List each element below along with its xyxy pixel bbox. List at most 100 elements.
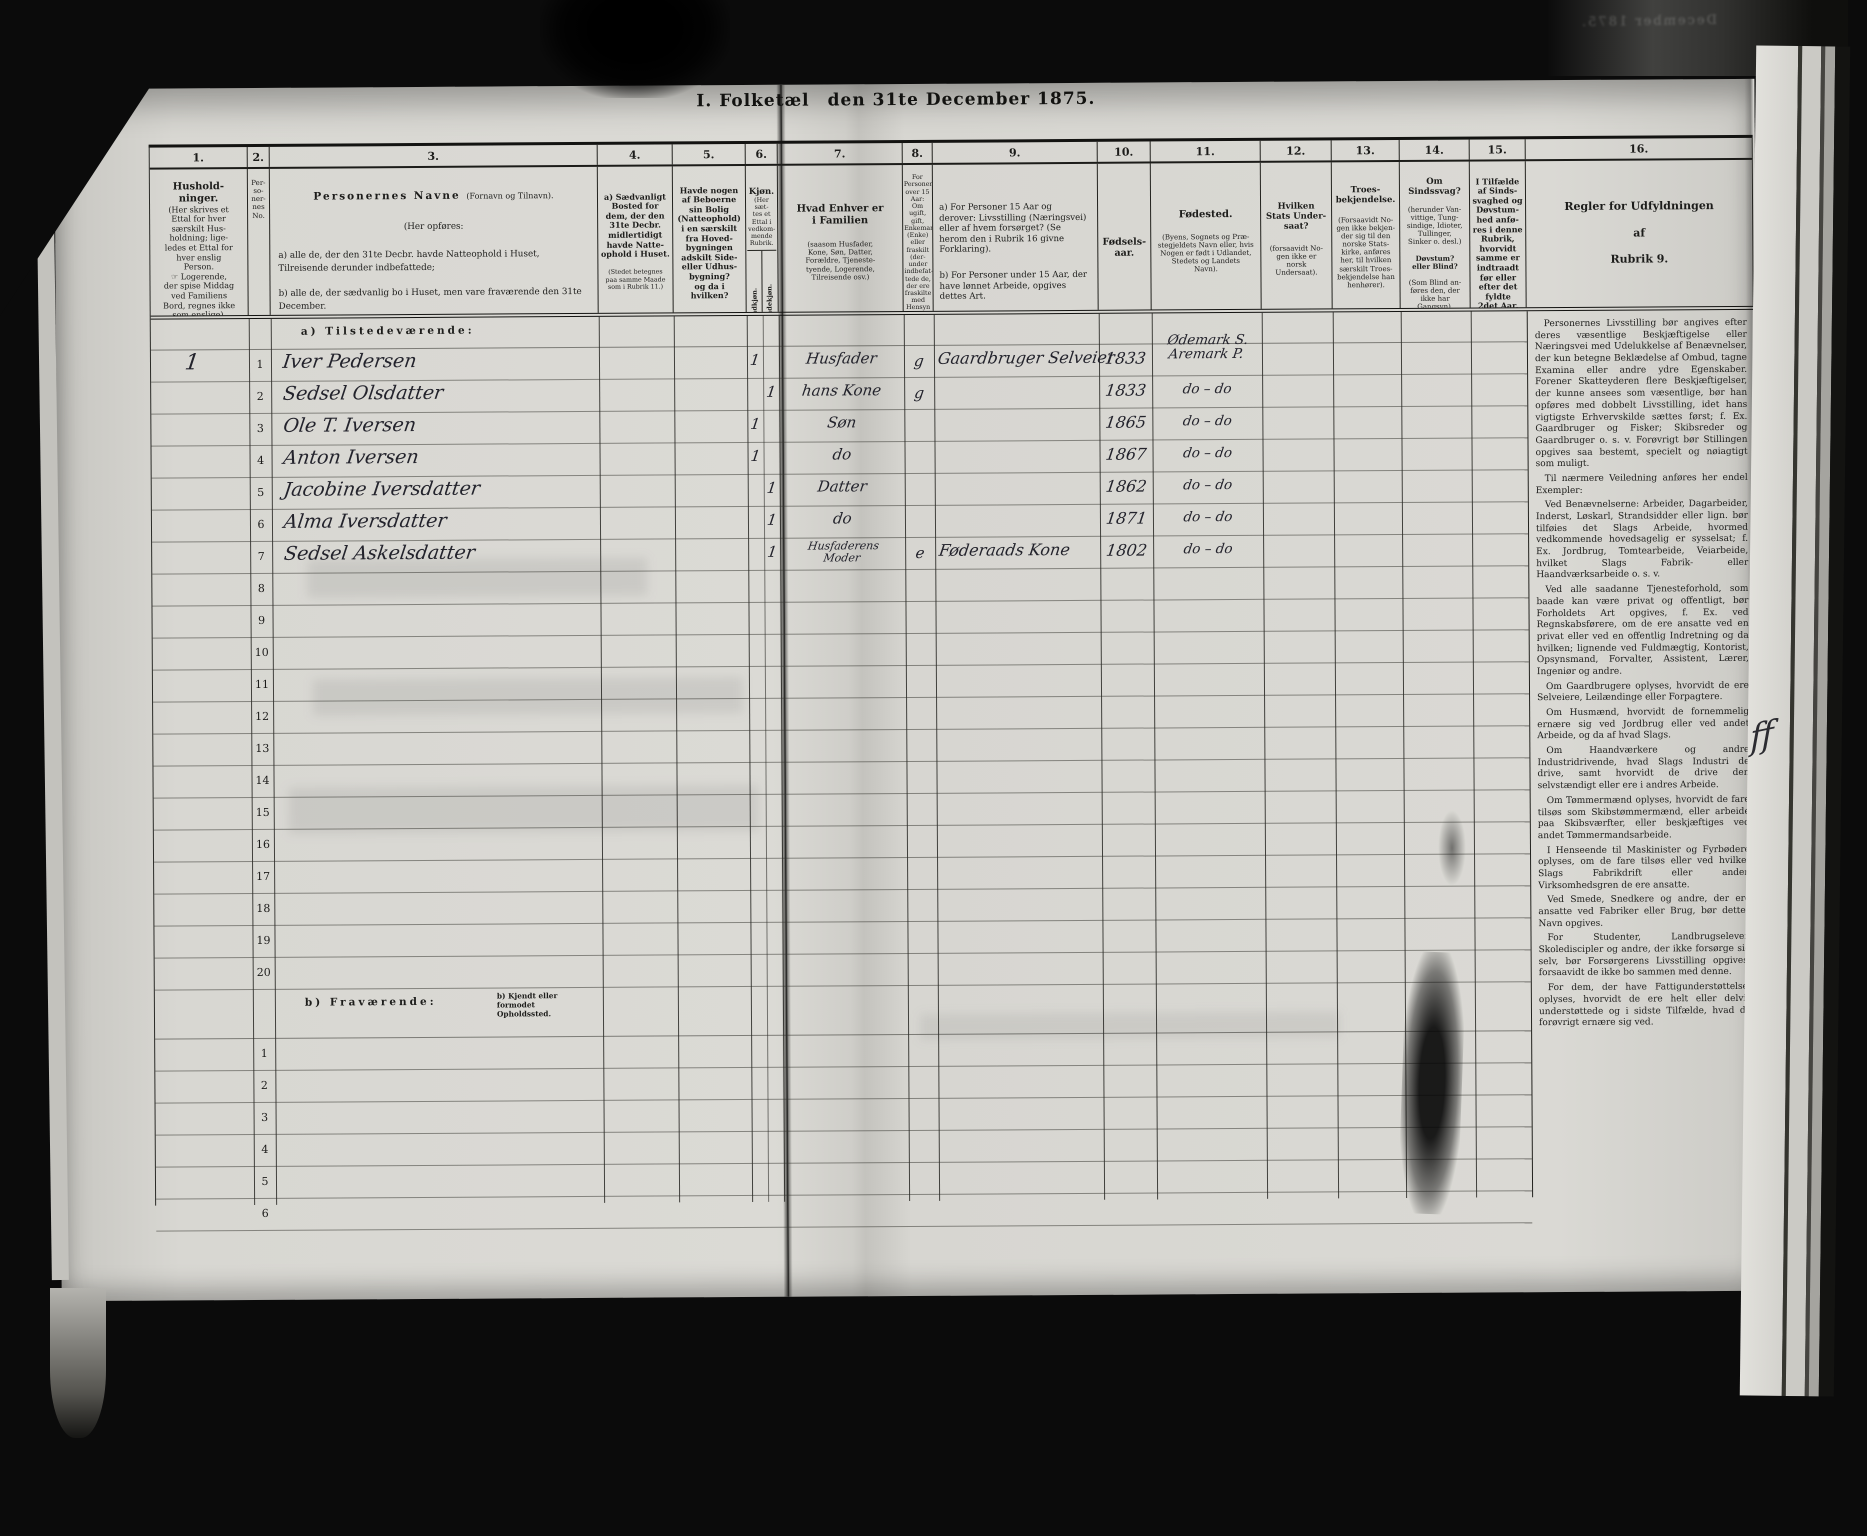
row-number: 8 xyxy=(257,581,265,595)
person-number: 3 xyxy=(256,421,264,435)
col-num-4: 4. xyxy=(597,144,673,165)
person-number: 7 xyxy=(257,549,265,563)
marital-mark: g xyxy=(913,383,926,402)
person-name: Iver Pedersen xyxy=(281,349,418,373)
bottom-left-page-curl xyxy=(50,1288,106,1438)
section-b-label: b) Fraværende: xyxy=(304,995,437,1009)
onset-text: I Tilfælde af Sinds- svaghed og Døvstum-… xyxy=(1472,175,1523,308)
family-position-title: Hvad Enhver er i Familien xyxy=(796,202,884,227)
col-num-11: 11. xyxy=(1150,140,1261,162)
male-mark: 1 xyxy=(749,414,762,433)
person-no-title: Per- so- ner- nes No. xyxy=(251,179,266,220)
rules-paragraph: Personernes Livsstilling bør angives eft… xyxy=(1534,317,1748,470)
family-position: hans Kone xyxy=(800,381,883,400)
names-title: Personernes Navne (Fornavn og Tilnavn). xyxy=(278,188,589,205)
col-num-9: 9. xyxy=(932,141,1098,163)
birth-year: 1833 xyxy=(1104,380,1148,400)
row-number: 5 xyxy=(261,1174,269,1188)
disabilities-note: (herunder Van- vittige, Tung- sindige, I… xyxy=(1406,205,1463,247)
col-header-disabilities: Om Sindssvag? (herunder Van- vittige, Tu… xyxy=(1399,161,1471,308)
col-num-15: 15. xyxy=(1469,139,1526,160)
citizenship-title: Hvilken Stats Under- saat? xyxy=(1265,201,1327,232)
col-num-3: 3. xyxy=(269,144,598,167)
col-num-10: 10. xyxy=(1097,141,1151,162)
person-number: 6 xyxy=(257,517,265,531)
outbuilding-title: Havde nogen af Beboerne sin Bolig (Natte… xyxy=(677,184,741,301)
birthplace-title: Fødested. xyxy=(1178,209,1233,221)
row-number: 1 xyxy=(260,1046,268,1060)
family-position: Søn xyxy=(826,413,858,432)
marital-mark: g xyxy=(912,351,925,370)
col-header-names: Personernes Navne (Fornavn og Tilnavn). … xyxy=(269,166,599,315)
households-note: (Her skrives et Ettal for hver særskilt … xyxy=(163,204,236,316)
col-num-1: 1. xyxy=(149,147,248,168)
book-page-spread: I. Folketæl den 31te December 1875. 1. 2… xyxy=(54,78,1762,1302)
col-header-birth-year: Fødsels- aar. xyxy=(1097,163,1152,310)
person-name: Sedsel Askelsdatter xyxy=(282,541,477,565)
names-note-b: b) alle de, der sædvanlig bo i Huset, me… xyxy=(278,287,582,313)
rules-paragraph: I Henseende til Maskinister og Fyrbødere… xyxy=(1538,844,1751,891)
birth-year: 1867 xyxy=(1104,444,1148,464)
row-number: 20 xyxy=(256,965,271,979)
birthplace-note: (Byens, Sognets og Præ- stegjeldets Navn… xyxy=(1157,232,1254,274)
marital-mark: e xyxy=(914,543,926,562)
row-number: 6 xyxy=(261,1206,269,1220)
section-a-label: a) Tilstedeværende: xyxy=(300,324,475,338)
col-header-occupation: a) For Personer 15 Aar og derover: Livss… xyxy=(932,163,1099,311)
rules-column-text: Personernes Livsstilling bør angives eft… xyxy=(1526,309,1760,1198)
rules-paragraph: Ved alle saadanne Tjenesteforhold, som b… xyxy=(1536,583,1749,678)
person-name: Sedsel Olsdatter xyxy=(281,381,445,405)
col-num-14: 14. xyxy=(1399,139,1470,160)
record-rows: a) Tilstedeværende: 1 1 Iver Pedersen 1 … xyxy=(150,311,1533,1232)
usual-residence-title: a) Sædvanligt Bosted for dem, der den 31… xyxy=(600,191,670,260)
rules-paragraph: Ved Smede, Snedkere og andre, der ere an… xyxy=(1538,894,1751,929)
col-num-2: 2. xyxy=(247,146,270,168)
family-position: Husfaderens Moder xyxy=(807,539,880,565)
shadow-blob xyxy=(1438,810,1466,886)
birth-year-title: Fødsels- aar. xyxy=(1102,236,1147,259)
row-number: 2 xyxy=(260,1078,268,1092)
family-position: do xyxy=(831,509,853,528)
rules-paragraph: Om Husmænd, hvorvidt de fornemmelig ernæ… xyxy=(1537,706,1750,742)
rules-title-line2: af xyxy=(1633,226,1646,240)
marital-status-text: For Personer over 15 Aar: Om ugift, gift… xyxy=(903,174,934,312)
col-header-outbuilding: Havde nogen af Beboerne sin Bolig (Natte… xyxy=(672,165,747,313)
book-clamp-shadow xyxy=(540,0,730,98)
col-num-8: 8. xyxy=(902,142,933,164)
rules-title-line1: Regler for Udfyldningen xyxy=(1564,199,1714,214)
usual-residence-note: (Stedet betegnes paa samme Maade som i R… xyxy=(605,268,666,291)
birthplace: do – do xyxy=(1182,509,1234,526)
family-position: Datter xyxy=(816,477,868,496)
household-number: 1 xyxy=(183,350,201,376)
birth-year: 1833 xyxy=(1103,348,1148,368)
col-header-usual-residence: a) Sædvanligt Bosted for dem, der den 31… xyxy=(597,166,674,313)
person-number: 1 xyxy=(256,357,264,371)
creed-note: (Forsaavidt No- gen ikke bekjen- der sig… xyxy=(1336,215,1395,290)
rules-paragraph: Om Tømmermænd oplyses, hvorvidt de fare … xyxy=(1537,794,1750,842)
rules-paragraph: Til nærmere Veiledning anføres her endel… xyxy=(1535,472,1748,496)
names-title-paren: (Fornavn og Tilnavn). xyxy=(466,190,554,201)
col-header-marital-status: For Personer over 15 Aar: Om ugift, gift… xyxy=(902,164,934,312)
family-position-note: (saasom Husfader, Kone, Søn, Datter, For… xyxy=(805,240,876,282)
birthplace: do – do xyxy=(1182,477,1234,494)
page-title: I. Folketæl den 31te December 1875. xyxy=(696,89,1095,111)
male-mark: 1 xyxy=(749,446,762,465)
row-number: 17 xyxy=(256,869,271,883)
sex-title: Kjøn. xyxy=(748,186,775,197)
birthplace: do – do xyxy=(1182,541,1234,558)
names-sub: (Her opføres: xyxy=(403,221,464,232)
row-number: 3 xyxy=(261,1110,269,1124)
female-label: Kvindekjøn. xyxy=(765,283,774,312)
sex-subcolumns: Mandkjøn. Kvindekjøn. xyxy=(747,249,777,312)
female-subcolumn: Kvindekjøn. xyxy=(761,250,777,312)
birth-year: 1871 xyxy=(1104,508,1149,528)
col-header-creed: Troes- bekjendelse. (Forsaavidt No- gen … xyxy=(1331,161,1401,309)
col-num-16: 16. xyxy=(1525,137,1753,160)
occupation-note-b: b) For Personer under 15 Aar, der have l… xyxy=(939,270,1088,303)
person-number: 5 xyxy=(257,485,265,499)
male-mark: 1 xyxy=(748,350,761,369)
col-num-5: 5. xyxy=(672,143,746,165)
rules-paragraph: Ved Benævnelserne: Arbeider, Dagarbeider… xyxy=(1535,499,1749,581)
col-header-households: Hushold- ninger. (Her skrives et Ettal f… xyxy=(149,169,249,316)
row-number: 12 xyxy=(255,709,270,723)
